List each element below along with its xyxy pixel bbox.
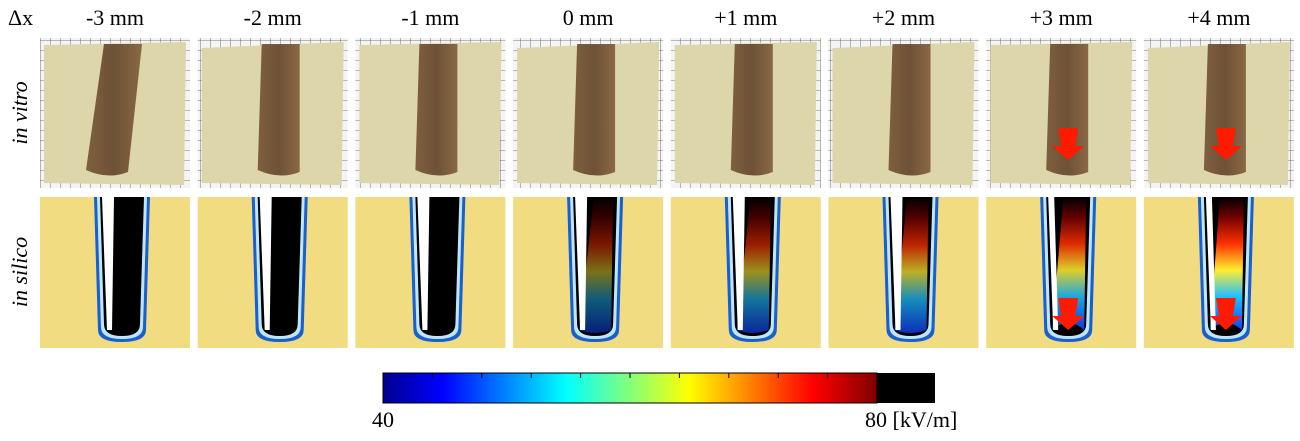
column-label: -1 mm [401, 5, 459, 30]
column-label: -2 mm [244, 5, 302, 30]
ablation-zone [731, 44, 773, 176]
colorbar-min-label: 40 [372, 407, 394, 432]
ablation-zone [258, 44, 300, 176]
column-label: +1 mm [714, 5, 777, 30]
colorbar-max-label: 80 [kV/m] [865, 407, 957, 432]
ablation-zone [573, 44, 615, 176]
column-label: 0 mm [563, 5, 614, 30]
ablation-zone [889, 44, 931, 176]
ablation-zone [415, 44, 457, 176]
colorbar-saturation [877, 373, 935, 403]
row-label: in silico [7, 237, 32, 307]
figure: Δx in vitro in silico 40 80 [kV/m] -3 mm… [0, 0, 1300, 436]
column-label: -3 mm [86, 5, 144, 30]
column-label: +2 mm [872, 5, 935, 30]
column-label: +4 mm [1187, 5, 1250, 30]
row-label: in vitro [7, 81, 32, 144]
column-label: +3 mm [1030, 5, 1093, 30]
corner-label: Δx [8, 5, 33, 30]
